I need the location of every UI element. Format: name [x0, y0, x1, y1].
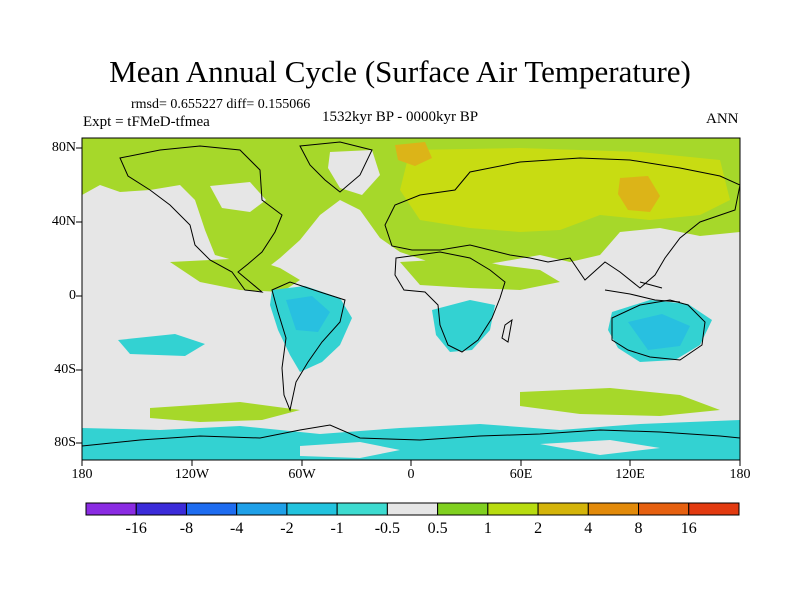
colorbar-swatch [135, 502, 187, 516]
lon-label-60e: 60E [509, 467, 533, 482]
colorbar-label: 16 [680, 520, 697, 537]
colorbar-swatch [437, 502, 489, 516]
scandinavia-strong-warm [395, 142, 432, 166]
colorbar-swatch [336, 502, 388, 516]
madagascar-coast [501, 318, 513, 343]
south-america-cool-core [286, 296, 330, 332]
colorbar-label: 8 [634, 520, 643, 537]
europe-asia-coast [384, 157, 740, 289]
lat-label-40n: 40N [51, 214, 76, 229]
greenland-coast [299, 141, 373, 193]
lon-label-120e: 120E [615, 467, 645, 482]
colorbar-swatch [185, 502, 238, 516]
lon-label-180e: 180 [729, 467, 751, 482]
lon-label-0: 0 [407, 467, 415, 482]
colorbar-label: 1 [483, 520, 492, 537]
north-america-coast [119, 145, 283, 293]
lat-label-40s: 40S [54, 362, 76, 377]
colorbar-swatch [386, 502, 439, 516]
colorbar-label: -4 [230, 520, 244, 537]
colorbar-swatch [688, 502, 740, 516]
indonesia-coast [604, 281, 681, 303]
lon-label-180w: 180 [71, 467, 93, 482]
colorbar-swatch [286, 502, 338, 516]
lon-label-60w: 60W [288, 467, 316, 482]
lat-label-80s: 80S [54, 435, 76, 450]
colorbar-label: -16 [125, 520, 147, 537]
africa-coast [394, 251, 506, 353]
colorbar-swatch [236, 502, 288, 516]
anomaly-field [82, 138, 740, 460]
east-pacific-cool [118, 334, 205, 356]
colorbar-swatch [487, 502, 539, 516]
colorbar-swatch [537, 502, 589, 516]
colorbar-label: 2 [534, 520, 543, 537]
colorbar-label: 4 [584, 520, 593, 537]
canada-cool-patch [210, 182, 266, 212]
antarctic-interior-neutral [300, 440, 660, 458]
australia-cool-core [628, 314, 690, 350]
experiment-label: Expt = tFMeD-tfmea [83, 114, 210, 130]
colorbar-label: -1 [330, 520, 344, 537]
colorbar-label: -2 [280, 520, 294, 537]
lat-label-80n: 80N [51, 140, 76, 155]
siberia-strong-warm [618, 176, 660, 212]
southern-africa-cool [432, 300, 495, 352]
axis-ticks [76, 147, 741, 466]
colorbar [85, 502, 740, 516]
colorbar-label: -8 [179, 520, 194, 537]
lat-label-0: 0 [69, 288, 76, 303]
season-label: ANN [706, 111, 739, 127]
sahel-warm-band [400, 258, 560, 290]
southern-ocean-warm-band [150, 388, 720, 422]
colorbar-swatch [638, 502, 690, 516]
antarctica-coast [82, 424, 740, 447]
coastlines [82, 141, 740, 447]
colorbar-label: -0.5 [374, 520, 401, 537]
central-america-warm-band [170, 258, 300, 292]
map-title: Mean Annual Cycle (Surface Air Temperatu… [109, 54, 691, 89]
lon-label-120w: 120W [174, 467, 210, 482]
australia-coast [611, 299, 706, 361]
period-label: 1532kyr BP - 0000kyr BP [322, 109, 479, 125]
colorbar-label: 0.5 [427, 520, 448, 537]
stats-text: rmsd= 0.655227 diff= 0.155066 [131, 97, 311, 112]
south-america-coast [271, 281, 346, 412]
colorbar-swatch [85, 502, 137, 516]
colorbar-swatch [587, 502, 640, 516]
